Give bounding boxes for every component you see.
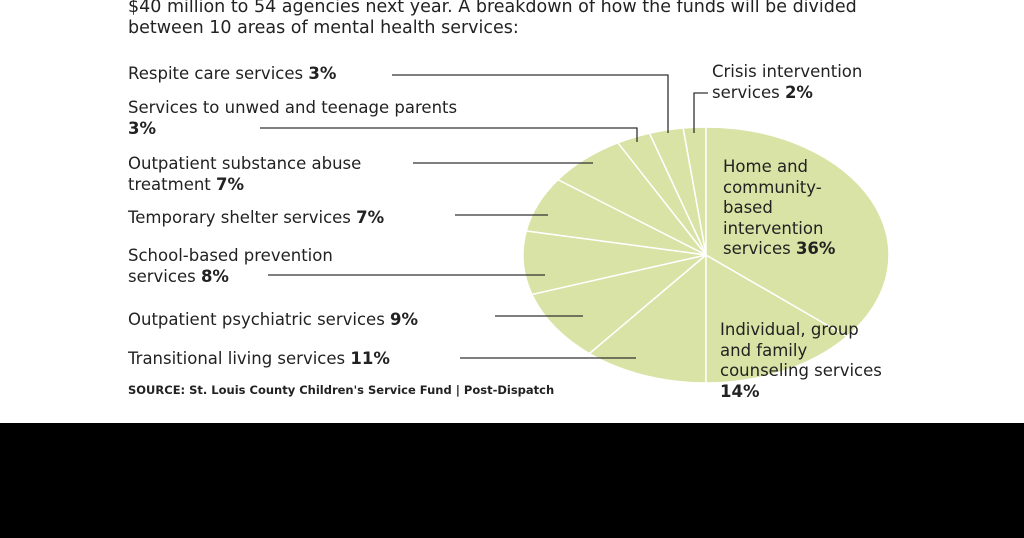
pie-slice <box>588 253 707 384</box>
slice-label: Transitional living services 11% <box>128 349 528 370</box>
source: SOURCE: St. Louis County Children's Serv… <box>128 383 555 397</box>
leader-line <box>693 92 708 133</box>
value-label: 7% <box>216 174 245 194</box>
leader-line <box>260 127 638 142</box>
value-label: 3% <box>308 64 337 83</box>
value-label: 2% <box>784 82 813 102</box>
slice-label: School-based prevention services 8% <box>128 246 388 287</box>
category-name: Outpatient substance abuse treatment <box>128 154 362 194</box>
category-name: Outpatient psychiatric services <box>128 310 385 329</box>
category-name: Crisis intervention services <box>712 62 863 102</box>
chart: $40 million to 54 agencies next year. A … <box>0 0 1024 423</box>
pie-slice <box>705 126 890 338</box>
category-name: School-based prevention services <box>128 246 333 286</box>
slice-label: Crisis intervention services 2% <box>712 62 902 103</box>
slice-label: Home and community-based intervention se… <box>723 157 851 260</box>
value-label: 11% <box>350 349 390 368</box>
category-name: Home and community-based intervention se… <box>723 157 824 258</box>
slice-label: Respite care services 3% <box>128 64 428 85</box>
slice-label: Outpatient psychiatric services 9% <box>128 310 528 331</box>
value-label: 3% <box>128 118 157 138</box>
pie-slice <box>705 253 849 384</box>
value-label: 14% <box>720 381 760 401</box>
pie-slice <box>530 254 707 355</box>
slice-label: Outpatient substance abuse treatment 7% <box>128 154 418 195</box>
pie-area <box>260 74 890 384</box>
category-name: Temporary shelter services <box>128 208 351 227</box>
category-name: Individual, group and family counseling … <box>720 320 882 380</box>
value-label: 9% <box>390 310 419 329</box>
slice-label: Services to unwed and teenage parents 3% <box>128 98 458 139</box>
category-name: Respite care services <box>128 64 304 83</box>
leader-line <box>392 74 669 133</box>
value-label: 8% <box>200 266 229 286</box>
value-label: 7% <box>356 208 385 227</box>
slice-label: Temporary shelter services 7% <box>128 208 528 229</box>
pie-slice <box>522 230 707 296</box>
slice-label: Individual, group and family counseling … <box>720 320 895 402</box>
subtitle: $40 million to 54 agencies next year. A … <box>128 0 857 38</box>
category-name: Transitional living services <box>128 349 346 368</box>
category-name: Services to unwed and teenage parents <box>128 98 458 117</box>
value-label: 36% <box>795 239 836 258</box>
